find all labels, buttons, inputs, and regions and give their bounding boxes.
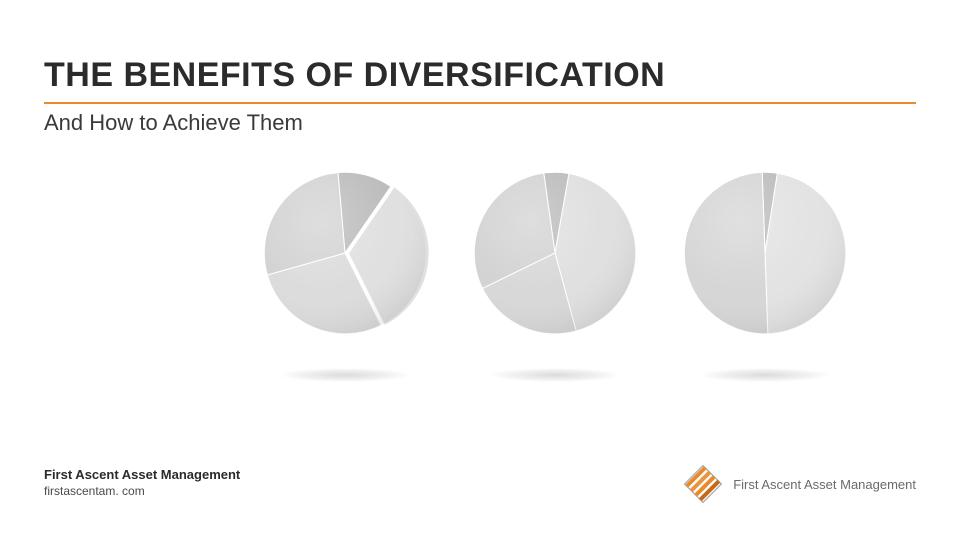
page-title: THE BENEFITS OF DIVERSIFICATION bbox=[44, 56, 665, 95]
footer-url: firstascentam. com bbox=[44, 484, 240, 498]
footer-text: First Ascent Asset Management firstascen… bbox=[44, 467, 240, 498]
pie-shadow-3 bbox=[700, 368, 830, 382]
pie-chart-3 bbox=[680, 168, 850, 382]
brand-logo-text: First Ascent Asset Management bbox=[733, 477, 916, 492]
pie-chart-2 bbox=[470, 168, 640, 382]
slide: THE BENEFITS OF DIVERSIFICATION And How … bbox=[0, 0, 960, 540]
footer-company: First Ascent Asset Management bbox=[44, 467, 240, 482]
title-underline bbox=[44, 102, 916, 104]
brand-logo-icon bbox=[683, 464, 723, 504]
pie-slice bbox=[765, 173, 846, 334]
pie-shadow-1 bbox=[280, 368, 410, 382]
brand-logo: First Ascent Asset Management bbox=[683, 464, 916, 504]
page-subtitle: And How to Achieve Them bbox=[44, 110, 303, 136]
pie-chart-1 bbox=[260, 168, 430, 382]
pie-slice bbox=[684, 172, 768, 333]
pie-svg-1 bbox=[260, 168, 430, 338]
charts-row bbox=[260, 168, 850, 382]
pie-shadow-2 bbox=[490, 368, 620, 382]
pie-svg-2 bbox=[470, 168, 640, 338]
pie-svg-3 bbox=[680, 168, 850, 338]
